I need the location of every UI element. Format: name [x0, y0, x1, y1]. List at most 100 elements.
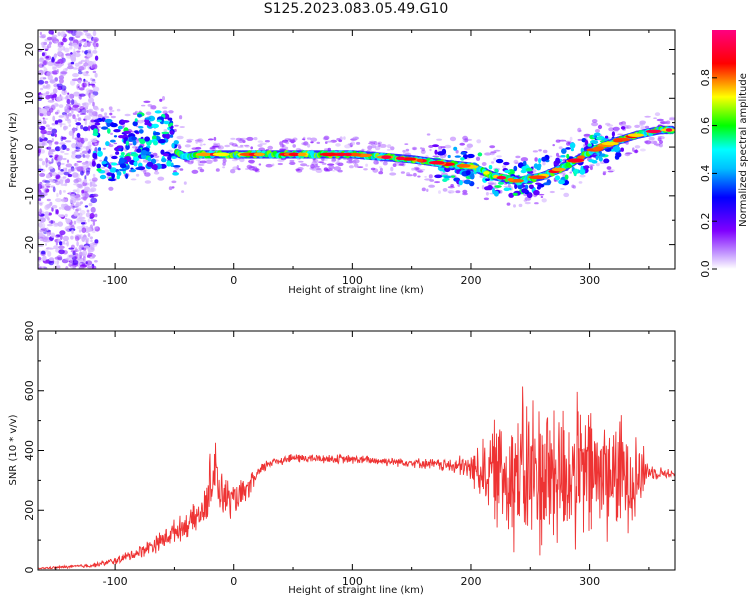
noise-speck — [44, 211, 50, 216]
noise-speck — [62, 157, 67, 161]
noise-speck — [85, 173, 89, 176]
noise-speck — [63, 125, 67, 131]
noise-speck — [79, 106, 85, 111]
noise-speck — [81, 82, 88, 88]
signal-blob — [528, 184, 534, 190]
signal-blob — [488, 165, 493, 170]
halo-speck — [502, 165, 507, 169]
signal-blob — [167, 156, 172, 161]
noise-speck — [69, 41, 72, 46]
noise-speck — [86, 237, 90, 243]
signal-blob — [594, 135, 598, 139]
halo-speck — [113, 142, 118, 145]
noise-speck — [75, 31, 83, 37]
halo-speck — [191, 147, 198, 150]
halo-speck — [450, 184, 454, 187]
halo-speck — [257, 140, 263, 143]
noise-speck — [68, 124, 72, 127]
noise-speck — [43, 189, 46, 195]
noise-speck — [67, 92, 70, 95]
noise-speck — [39, 217, 46, 223]
signal-blob — [152, 135, 157, 141]
halo-speck — [141, 104, 146, 107]
snr-ytick-label: 400 — [23, 440, 36, 461]
halo-speck — [171, 180, 177, 184]
noise-speck — [53, 245, 59, 250]
noise-speck — [76, 183, 83, 188]
signal-blob — [598, 156, 603, 162]
halo-speck — [634, 145, 641, 149]
noise-speck — [82, 154, 86, 158]
halo-speck — [222, 158, 227, 163]
noise-speck — [46, 198, 51, 202]
noise-speck — [58, 177, 65, 182]
halo-speck — [197, 163, 205, 166]
signal-blob — [106, 122, 111, 128]
halo-speck — [100, 166, 106, 169]
halo-speck — [167, 149, 173, 153]
noise-speck — [65, 103, 72, 107]
halo-speck — [183, 181, 187, 185]
signal-blob — [512, 192, 518, 196]
noise-speck — [61, 37, 68, 43]
noise-speck — [78, 43, 82, 47]
halo-speck — [186, 138, 194, 141]
noise-speck — [78, 93, 86, 97]
signal-blob — [450, 175, 456, 178]
halo-speck — [417, 175, 421, 178]
noise-speck — [42, 118, 46, 124]
halo-speck — [405, 148, 410, 152]
halo-speck — [415, 167, 419, 170]
signal-blob — [535, 182, 542, 185]
halo-speck — [653, 143, 661, 146]
noise-speck — [48, 247, 55, 250]
noise-speck — [75, 201, 79, 204]
noise-speck — [70, 61, 75, 65]
halo-speck — [475, 156, 481, 161]
halo-speck — [162, 106, 168, 110]
ridge-peak — [551, 167, 566, 172]
noise-speck — [46, 146, 52, 150]
halo-speck — [387, 144, 392, 149]
signal-blob — [460, 151, 467, 155]
signal-blob — [554, 175, 561, 181]
noise-speck — [75, 149, 80, 152]
noise-speck — [49, 151, 54, 155]
halo-speck — [569, 136, 573, 142]
signal-blob — [525, 167, 533, 172]
halo-speck — [620, 123, 627, 127]
noise-speck — [81, 222, 86, 225]
signal-blob — [96, 168, 102, 172]
halo-speck — [134, 110, 138, 114]
halo-speck — [426, 133, 431, 136]
noise-speck — [38, 158, 43, 162]
signal-blob — [106, 172, 113, 177]
noise-speck — [73, 220, 77, 225]
noise-speck — [41, 34, 47, 39]
halo-speck — [613, 130, 619, 133]
halo-speck — [591, 119, 598, 123]
noise-speck — [49, 79, 56, 84]
halo-speck — [99, 159, 103, 162]
halo-speck — [297, 167, 304, 171]
signal-blob — [147, 157, 152, 162]
halo-speck — [211, 158, 217, 162]
ridge-peak — [577, 155, 585, 159]
halo-speck — [348, 165, 354, 169]
noise-speck — [68, 36, 74, 41]
noise-speck — [46, 227, 49, 231]
noise-speck — [80, 108, 87, 114]
halo-speck — [100, 108, 104, 112]
noise-speck — [93, 38, 98, 43]
noise-speck — [59, 214, 65, 218]
signal-blob — [482, 177, 488, 183]
noise-speck — [67, 173, 73, 178]
noise-speck — [51, 204, 58, 209]
halo-speck — [538, 149, 542, 152]
signal-blob — [113, 129, 121, 133]
noise-speck — [51, 128, 58, 134]
halo-speck — [284, 146, 289, 150]
noise-speck — [90, 119, 95, 123]
ridge-peak — [319, 152, 338, 157]
signal-blob — [522, 160, 527, 166]
